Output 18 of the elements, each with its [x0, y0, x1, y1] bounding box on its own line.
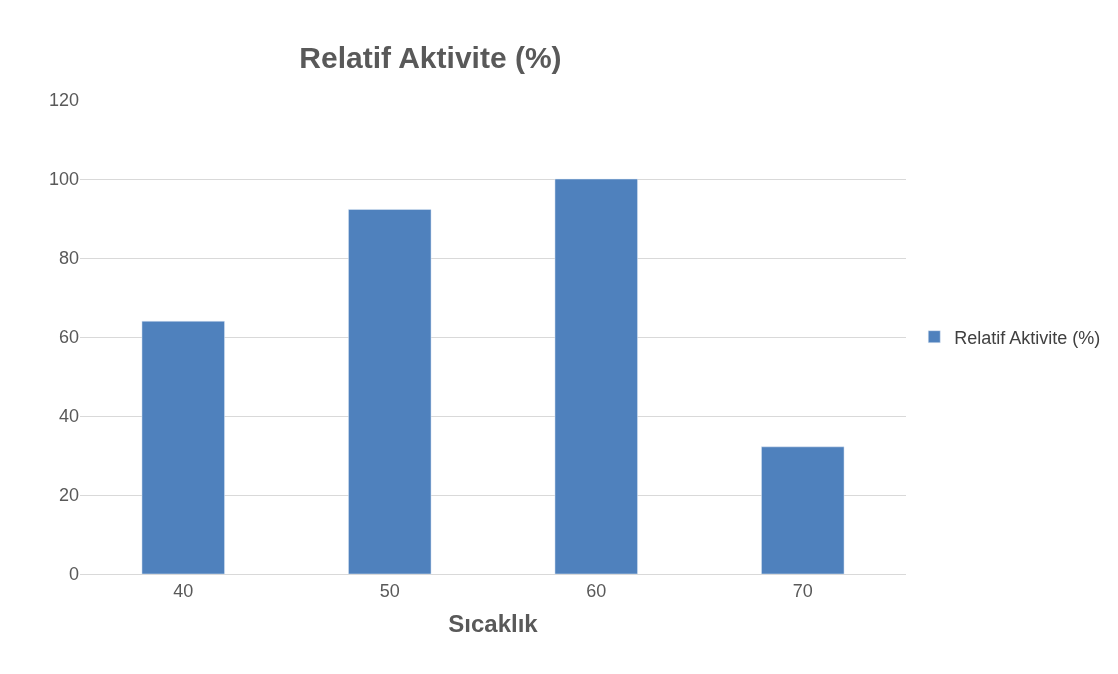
- bar: [761, 446, 845, 574]
- legend-label: Relatif Aktivite (%): [954, 327, 1101, 348]
- y-tick-label: 100: [48, 169, 79, 190]
- y-tick-label: 120: [48, 90, 79, 111]
- y-tick-label: 0: [68, 564, 79, 585]
- x-tick-label: 60: [586, 580, 607, 601]
- x-tick-label: 70: [792, 580, 813, 601]
- x-tick-label: 40: [173, 580, 194, 601]
- bar: [554, 178, 638, 574]
- bar: [348, 209, 432, 574]
- x-tick-label: 50: [379, 580, 400, 601]
- x-axis-title: Sıcaklık: [448, 609, 539, 637]
- y-tick-label: 40: [58, 406, 79, 427]
- bar: [141, 320, 225, 574]
- chart-title: Relatif Aktivite (%): [299, 41, 562, 75]
- y-tick-label: 20: [58, 485, 79, 506]
- y-tick-label: 60: [58, 327, 79, 348]
- y-tick-label: 80: [58, 248, 79, 269]
